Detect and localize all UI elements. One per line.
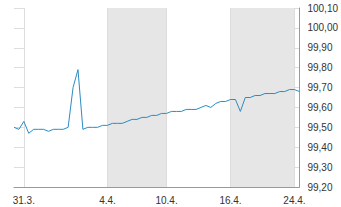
svg-text:10.4.: 10.4.	[155, 195, 177, 206]
svg-text:99,70: 99,70	[307, 82, 332, 93]
svg-text:99,80: 99,80	[307, 62, 332, 73]
svg-text:99,40: 99,40	[307, 142, 332, 153]
svg-text:100,10: 100,10	[307, 3, 338, 14]
svg-text:31.3.: 31.3.	[13, 195, 35, 206]
svg-text:24.4.: 24.4.	[283, 195, 305, 206]
svg-text:100,00: 100,00	[307, 22, 338, 33]
svg-text:99,30: 99,30	[307, 162, 332, 173]
svg-text:99,50: 99,50	[307, 122, 332, 133]
svg-text:99,90: 99,90	[307, 42, 332, 53]
svg-text:99,20: 99,20	[307, 182, 332, 193]
svg-text:16.4.: 16.4.	[219, 195, 241, 206]
svg-text:4.4.: 4.4.	[99, 195, 116, 206]
svg-text:99,60: 99,60	[307, 102, 332, 113]
